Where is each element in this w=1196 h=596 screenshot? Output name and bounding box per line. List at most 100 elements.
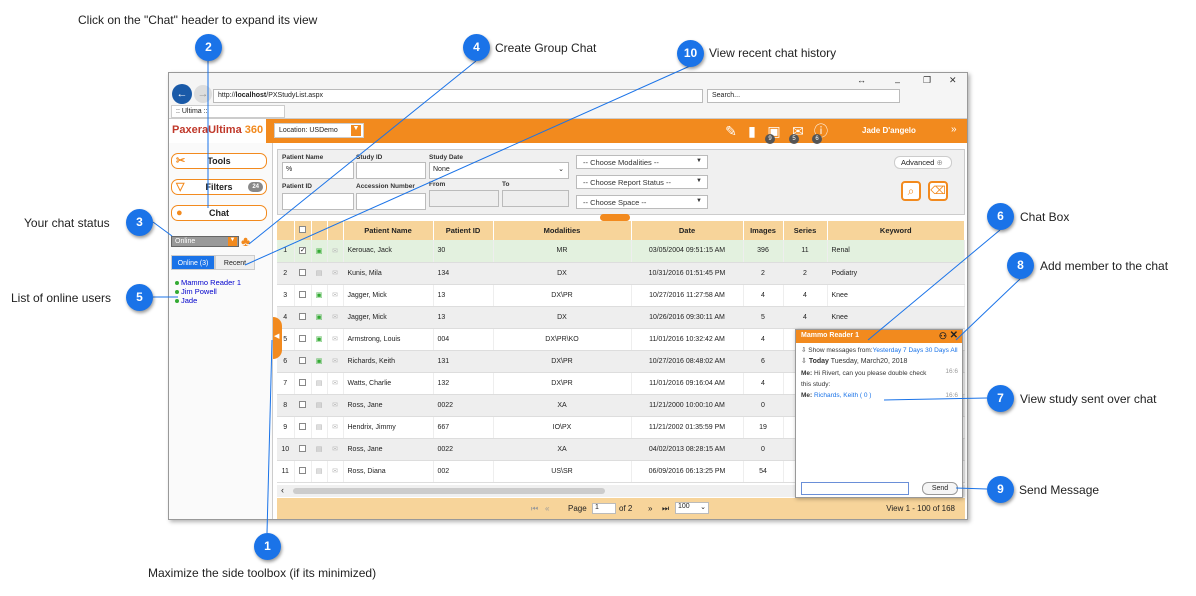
table-row[interactable]: 4 ▣ ✉ Jagger, Mick 13 DX 10/26/2016 09:30:11 A… bbox=[277, 306, 965, 329]
send-button[interactable]: Send bbox=[922, 482, 958, 495]
tab-recent[interactable]: Recent bbox=[215, 255, 255, 270]
row-status-cell[interactable]: ▤ bbox=[311, 438, 328, 461]
row-select-cell[interactable] bbox=[294, 394, 312, 417]
back-icon[interactable]: ← bbox=[172, 84, 192, 104]
row-status-cell[interactable]: ▣ bbox=[311, 284, 328, 307]
envelope-icon[interactable]: ✉ bbox=[332, 402, 338, 409]
col-modalities[interactable]: Modalities bbox=[493, 221, 632, 240]
row-report-cell[interactable]: ✉ bbox=[327, 240, 344, 263]
row-status-cell[interactable]: ▤ bbox=[311, 460, 328, 483]
row-status-cell[interactable]: ▤ bbox=[311, 416, 328, 439]
table-row[interactable]: 2 ▤ ✉ Kunis, Mila 134 DX 10/31/2016 01:51:45 P… bbox=[277, 262, 965, 285]
row-checkbox[interactable] bbox=[299, 400, 306, 408]
accession-input[interactable] bbox=[356, 193, 426, 210]
online-user-item[interactable]: Jade bbox=[174, 296, 198, 305]
online-user-item[interactable]: Jim Powell bbox=[175, 287, 217, 296]
row-checkbox[interactable] bbox=[299, 312, 306, 320]
row-checkbox[interactable] bbox=[299, 334, 306, 342]
modalities-select[interactable]: -- Choose Modalities -- ▼ bbox=[576, 155, 708, 169]
row-report-cell[interactable]: ✉ bbox=[327, 306, 344, 329]
user-name[interactable]: Jade D'angelo bbox=[862, 126, 916, 135]
envelope-icon[interactable]: ✉ bbox=[332, 424, 338, 431]
document-icon[interactable]: ▤ bbox=[315, 270, 323, 277]
col-select[interactable] bbox=[294, 221, 312, 240]
tab-online[interactable]: Online (3) bbox=[171, 255, 215, 270]
location-select[interactable]: Location: USDemo ▼ bbox=[274, 123, 364, 138]
envelope-icon[interactable]: ✉ bbox=[332, 247, 338, 255]
row-report-cell[interactable]: ✉ bbox=[327, 262, 344, 285]
address-bar[interactable]: http://localhost/PXStudyList.aspx bbox=[213, 89, 703, 103]
row-report-cell[interactable]: ✉ bbox=[327, 328, 344, 351]
row-checkbox[interactable] bbox=[299, 378, 306, 386]
envelope-icon[interactable]: ✉ bbox=[332, 292, 338, 299]
minimize-icon[interactable]: – bbox=[895, 77, 901, 87]
row-report-cell[interactable]: ✉ bbox=[327, 350, 344, 373]
envelope-icon[interactable]: ✉ bbox=[332, 336, 338, 343]
row-status-cell[interactable]: ▤ bbox=[311, 372, 328, 395]
row-report-cell[interactable]: ✉ bbox=[327, 372, 344, 395]
restore-icon[interactable]: ❐ bbox=[923, 75, 932, 85]
close-chat-icon[interactable]: ✕ bbox=[949, 330, 958, 341]
reported-icon[interactable]: ▣ bbox=[315, 247, 323, 255]
shared-study-link[interactable]: Richards, Keith ( 0 ) bbox=[814, 392, 872, 399]
envelope-icon[interactable]: ✉ bbox=[332, 314, 338, 321]
row-select-cell[interactable] bbox=[294, 416, 312, 439]
next-page-icon[interactable]: » bbox=[648, 504, 653, 513]
patient-name-input[interactable]: % bbox=[282, 162, 354, 179]
row-checkbox[interactable]: ✓ bbox=[299, 247, 306, 255]
history-range-links[interactable]: Yesterday 7 Days 30 Days All bbox=[872, 347, 958, 354]
row-select-cell[interactable] bbox=[294, 262, 312, 285]
row-checkbox[interactable] bbox=[299, 422, 306, 430]
study-date-select[interactable]: None ⌄ bbox=[429, 162, 569, 179]
row-report-cell[interactable]: ✉ bbox=[327, 284, 344, 307]
mail-icon[interactable]: ✉ bbox=[792, 123, 804, 139]
clear-filter-icon[interactable]: ⌫ bbox=[928, 181, 948, 201]
horizontal-scrollbar[interactable]: ‹ bbox=[277, 485, 965, 497]
row-select-cell[interactable] bbox=[294, 350, 312, 373]
search-icon[interactable]: ⌕ bbox=[901, 181, 921, 201]
row-report-cell[interactable]: ✉ bbox=[327, 438, 344, 461]
study-id-input[interactable] bbox=[356, 162, 426, 179]
envelope-icon[interactable]: ✉ bbox=[332, 380, 338, 387]
envelope-icon[interactable]: ✉ bbox=[332, 270, 338, 277]
col-patient-id[interactable]: Patient ID bbox=[433, 221, 494, 240]
row-select-cell[interactable] bbox=[294, 438, 312, 461]
row-checkbox[interactable] bbox=[299, 290, 306, 298]
add-member-icon[interactable]: ⚇ bbox=[938, 331, 947, 341]
row-select-cell[interactable] bbox=[294, 328, 312, 351]
chat-status-select[interactable]: Online ▼ bbox=[171, 236, 239, 247]
page-size-select[interactable]: 100 ⌄ bbox=[675, 502, 709, 514]
col-images[interactable]: Images bbox=[743, 221, 784, 240]
to-date-input[interactable] bbox=[502, 190, 569, 207]
row-checkbox[interactable] bbox=[299, 356, 306, 364]
col-series[interactable]: Series bbox=[783, 221, 828, 240]
browser-tab[interactable]: :: Ultima :: bbox=[171, 105, 285, 118]
patient-id-input[interactable] bbox=[282, 193, 354, 210]
select-all-checkbox[interactable] bbox=[299, 226, 306, 233]
browser-search-input[interactable]: Search... bbox=[707, 89, 900, 103]
document-icon[interactable]: ▤ bbox=[315, 402, 323, 409]
edit-report-icon[interactable]: ✎ bbox=[725, 123, 737, 139]
col-keyword[interactable]: Keyword bbox=[827, 221, 965, 240]
prev-page-icon[interactable]: « bbox=[545, 504, 550, 513]
scroll-thumb[interactable] bbox=[293, 488, 605, 494]
sidebar-maximize-handle[interactable]: ◀ bbox=[273, 317, 282, 359]
row-checkbox[interactable] bbox=[299, 444, 306, 452]
statistics-icon[interactable]: ▮ bbox=[748, 123, 756, 139]
row-select-cell[interactable] bbox=[294, 284, 312, 307]
group-chat-icon[interactable]: ♣ bbox=[241, 233, 251, 249]
envelope-icon[interactable]: ✉ bbox=[332, 446, 338, 453]
row-status-cell[interactable]: ▣ bbox=[311, 350, 328, 373]
reported-icon[interactable]: ▣ bbox=[315, 292, 323, 299]
row-report-cell[interactable]: ✉ bbox=[327, 416, 344, 439]
online-user-item[interactable]: Mammo Reader 1 bbox=[174, 278, 242, 287]
row-select-cell[interactable] bbox=[294, 306, 312, 329]
chat-message-input[interactable] bbox=[801, 482, 909, 495]
envelope-icon[interactable]: ✉ bbox=[332, 468, 338, 475]
first-page-icon[interactable]: ⏮ bbox=[531, 504, 539, 513]
space-select[interactable]: -- Choose Space -- ▼ bbox=[576, 195, 708, 209]
document-icon[interactable]: ▤ bbox=[315, 380, 323, 387]
row-report-cell[interactable]: ✉ bbox=[327, 394, 344, 417]
row-checkbox[interactable] bbox=[299, 466, 306, 474]
document-icon[interactable]: ▤ bbox=[315, 446, 323, 453]
